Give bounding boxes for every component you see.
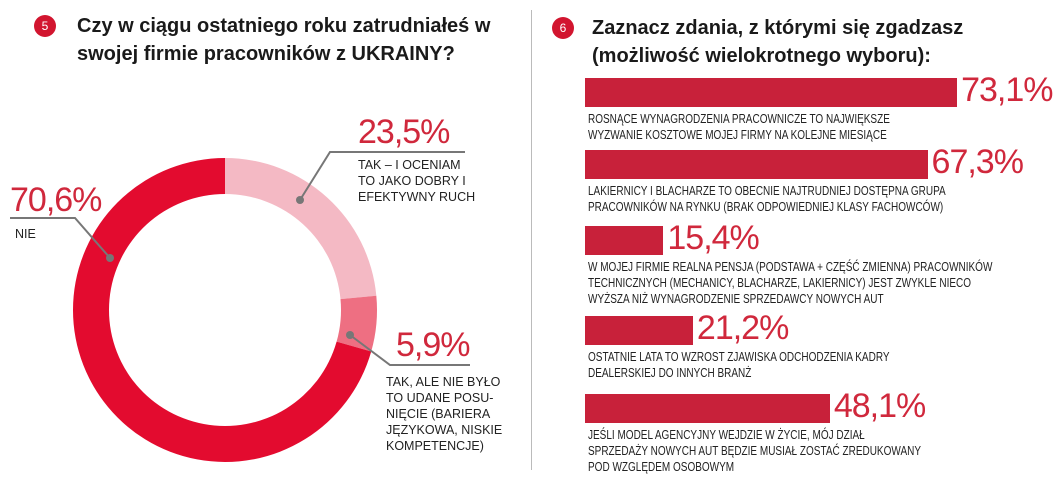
bar-value-label: 48,1% xyxy=(833,387,926,425)
leader-dot xyxy=(346,331,354,339)
question-number-badge: 5 xyxy=(34,15,56,37)
leader-line xyxy=(10,217,111,259)
label-line: TO JAKO DOBRY I xyxy=(358,174,466,188)
label-line: NIE xyxy=(15,227,36,241)
label-line: JĘZYKOWA, NISKIE xyxy=(386,423,503,437)
slice-value-label: 5,9% xyxy=(396,326,470,364)
question-title: Czy w ciągu ostatniego roku zatrudniałeś… xyxy=(77,12,490,68)
label-line: JEŚLI MODEL AGENCYJNY WEJDZIE W ŻYCIE, M… xyxy=(588,428,865,442)
bar-value-label: 67,3% xyxy=(931,143,1024,181)
bar xyxy=(585,394,830,423)
label-line: NIĘCIE (BARIERA xyxy=(386,407,491,421)
label-line: POD WZGLĘDEM OSOBOWYM xyxy=(588,460,735,474)
title-line: Czy w ciągu ostatniego roku zatrudniałeś… xyxy=(77,15,491,37)
bar-category-label: JEŚLI MODEL AGENCYJNY WEJDZIE W ŻYCIE, M… xyxy=(588,427,921,475)
label-line: TECHNICZNYCH (MECHANICY, BLACHARZE, LAKI… xyxy=(588,276,972,290)
leader-dot xyxy=(106,254,114,262)
label-line: ROSNĄCE WYNAGRODZENIA PRACOWNICZE TO NAJ… xyxy=(588,112,890,126)
bar-category-label: OSTATNIE LATA TO WZROST ZJAWISKA ODCHODZ… xyxy=(588,349,890,381)
slice-value-label: 70,6% xyxy=(10,181,102,219)
label-line: LAKIERNICY I BLACHARZE TO OBECNIE NAJTRU… xyxy=(588,184,946,198)
slice-category-label: TAK – I OCENIAM TO JAKO DOBRY I EFEKTYWNY … xyxy=(358,157,475,205)
title-line: Zaznacz zdania, z którymi się zgadzasz xyxy=(592,17,964,39)
divider xyxy=(531,10,532,470)
label-line: EFEKTYWNY RUCH xyxy=(358,190,476,204)
bar-category-label: ROSNĄCE WYNAGRODZENIA PRACOWNICZE TO NAJ… xyxy=(588,111,890,143)
bar-value-label: 21,2% xyxy=(696,309,789,347)
bar-category-label: LAKIERNICY I BLACHARZE TO OBECNIE NAJTRU… xyxy=(588,183,946,215)
label-line: WYŻSZA NIŻ WYNAGRODZENIE SPRZEDAWCY NOWY… xyxy=(588,292,884,306)
title-line: (możliwość wielokrotnego wyboru): xyxy=(592,45,931,67)
label-line: SPRZEDAŻY NOWYCH AUT BĘDZIE MUSIAŁ ZOSTA… xyxy=(588,444,922,458)
title-line: swojej firmie pracowników z UKRAINY? xyxy=(77,43,455,65)
label-line: TO UDANE POSU- xyxy=(386,391,494,405)
bar xyxy=(585,78,958,107)
slice-category-label: TAK, ALE NIE BYŁO TO UDANE POSU- NIĘCIE (B… xyxy=(386,374,502,454)
label-line: OSTATNIE LATA TO WZROST ZJAWISKA ODCHODZ… xyxy=(588,350,890,364)
bar-value-label: 73,1% xyxy=(961,71,1053,109)
label-line: W MOJEJ FIRMIE REALNA PENSJA (PODSTAWA +… xyxy=(588,260,993,274)
label-line: PRACOWNIKÓW NA RYNKU (BRAK ODPOWIEDNIEJ … xyxy=(588,200,944,214)
slice-value-label: 23,5% xyxy=(358,113,450,151)
leader-line xyxy=(349,334,470,366)
bar-category-label: W MOJEJ FIRMIE REALNA PENSJA (PODSTAWA +… xyxy=(588,259,992,307)
donut-slice xyxy=(336,295,377,352)
bar xyxy=(585,226,664,255)
donut-chart xyxy=(10,151,470,462)
question-title: Zaznacz zdania, z którymi się zgadzasz (… xyxy=(592,14,963,70)
slice-category-label: NIE xyxy=(15,226,36,242)
bar-value-label: 15,4% xyxy=(667,219,759,257)
label-line: TAK, ALE NIE BYŁO xyxy=(386,375,501,389)
leader-line xyxy=(299,151,465,201)
label-line: KOMPETENCJE) xyxy=(386,439,484,453)
leader-dot xyxy=(296,196,304,204)
bar xyxy=(585,150,928,179)
donut-slice xyxy=(225,158,377,300)
bar xyxy=(585,316,693,345)
label-line: WYZWANIE KOSZTOWE MOJEJ FIRMY NA KOLEJNE… xyxy=(588,128,887,142)
label-line: TAK – I OCENIAM xyxy=(358,158,461,172)
label-line: DEALERSKIEJ DO INNYCH BRANŻ xyxy=(588,366,752,380)
question-number-badge: 6 xyxy=(552,17,574,39)
